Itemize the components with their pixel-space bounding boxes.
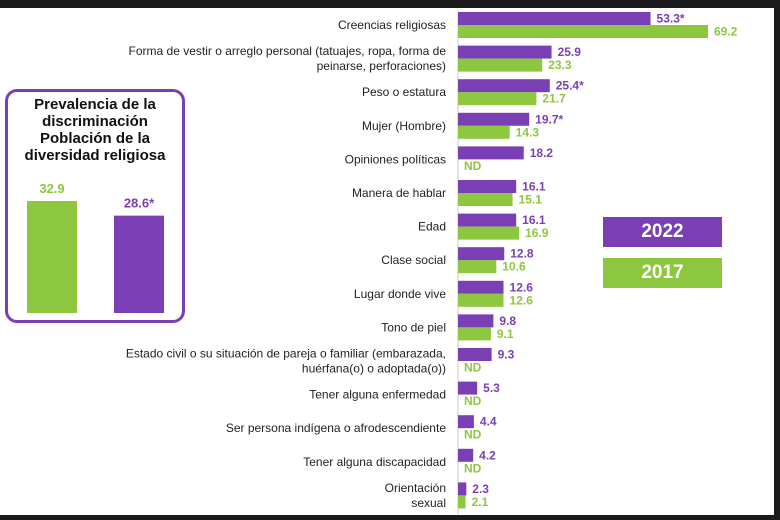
data-label-2022: 12.6 [510,280,534,294]
data-label-2022: 2.3 [472,482,489,496]
top-frame-bar [0,0,780,8]
data-label-2017: 21.7 [542,92,566,106]
category-label: Forma de vestir o arreglo personal (tatu… [129,44,447,73]
data-label-2017: ND [464,394,482,408]
bar-2017 [458,293,504,307]
bar-2017 [458,260,497,274]
category-label: Manera de hablar [352,186,446,200]
right-frame-bar [774,0,780,520]
data-label-2017: 10.6 [502,260,526,274]
bar-2022 [458,381,478,395]
bar-2022 [458,146,524,160]
inset-bar-2017 [27,201,77,313]
data-label-2017: 2.1 [472,495,489,509]
bar-2022 [458,314,494,328]
data-label-2017: 14.3 [516,125,540,139]
bar-2022 [458,247,505,261]
bar-2022 [458,112,530,126]
category-label: Peso o estatura [362,85,446,99]
data-label-2017: ND [464,159,482,173]
data-label-2022: 18.2 [530,146,554,160]
bar-2022 [458,45,552,59]
bar-2022 [458,482,467,496]
category-label: Mujer (Hombre) [362,119,446,133]
category-label: Ser persona indígena o afrodescendiente [226,421,446,435]
inset-title-line: Población de la [39,130,151,147]
data-label-2022: 4.2 [479,448,496,462]
category-label: Orientación sexual [385,481,446,510]
data-label-2022: 12.8 [510,247,534,261]
data-label-2022: 5.3 [483,381,500,395]
data-label-2017: ND [464,428,482,442]
inset-title-line: Prevalencia de la [34,96,156,113]
data-label-2017: 69.2 [714,25,738,39]
data-label-2022: 25.4* [556,79,584,93]
category-label: Opiniones políticas [345,152,446,166]
data-label-2022: 25.9 [558,45,582,59]
bar-2017 [458,495,466,509]
category-label: Estado civil o su situación de pareja o … [126,347,446,376]
data-label-2022: 16.1 [522,213,546,227]
data-label-2017: ND [464,361,482,375]
bar-2017 [458,92,537,106]
data-label-2022: 19.7* [535,112,563,126]
inset-bar-2022 [114,215,164,313]
bar-2022 [458,79,550,93]
bar-2022 [458,213,517,227]
inset-title-line: diversidad religiosa [24,147,166,164]
legend-2017: 2017 [603,258,722,288]
inset-title-line: discriminación [42,113,148,130]
data-label-2017: 23.3 [548,58,572,72]
bar-2017 [458,327,491,341]
bar-2017 [458,58,543,72]
category-label: Edad [418,220,446,234]
category-label: Tener alguna enfermedad [309,388,446,402]
category-label: Lugar donde vive [354,287,446,301]
data-label-2022: 4.4 [480,415,497,429]
bar-2022 [458,448,474,462]
bottom-frame-bar [0,515,780,520]
bar-2017 [458,25,708,38]
bar-2022 [458,12,651,25]
bar-2017 [458,125,510,139]
category-label: Tener alguna discapacidad [303,455,446,469]
data-label-2022: 9.8 [499,314,516,328]
bar-2022 [458,415,474,429]
data-label-2017: 12.6 [510,293,534,307]
bar-2017 [458,226,520,240]
inset-bar-chart: 32.9 28.6* [27,181,164,313]
data-label-2022: 53.3* [657,12,685,26]
category-label: Creencias religiosas [338,18,446,32]
data-label-2017: 15.1 [519,193,543,207]
inset-label-2017: 32.9 [39,181,64,196]
legend-2022: 2022 [603,217,722,247]
data-label-2022: 9.3 [498,348,515,362]
data-label-2017: ND [464,461,482,475]
category-label: Clase social [381,253,446,267]
inset-title: Prevalencia de la discriminación Poblaci… [8,96,182,164]
data-label-2017: 16.9 [525,226,549,240]
bar-2017 [458,193,513,206]
bar-2022 [458,180,517,193]
data-label-2017: 9.1 [497,327,514,341]
bar-2022 [458,348,492,361]
inset-label-2022: 28.6* [124,196,155,211]
bar-2022 [458,280,504,294]
category-label: Tono de piel [381,320,446,334]
inset-prevalence-panel: Prevalencia de la discriminación Poblaci… [5,89,185,323]
data-label-2022: 16.1 [522,180,546,194]
